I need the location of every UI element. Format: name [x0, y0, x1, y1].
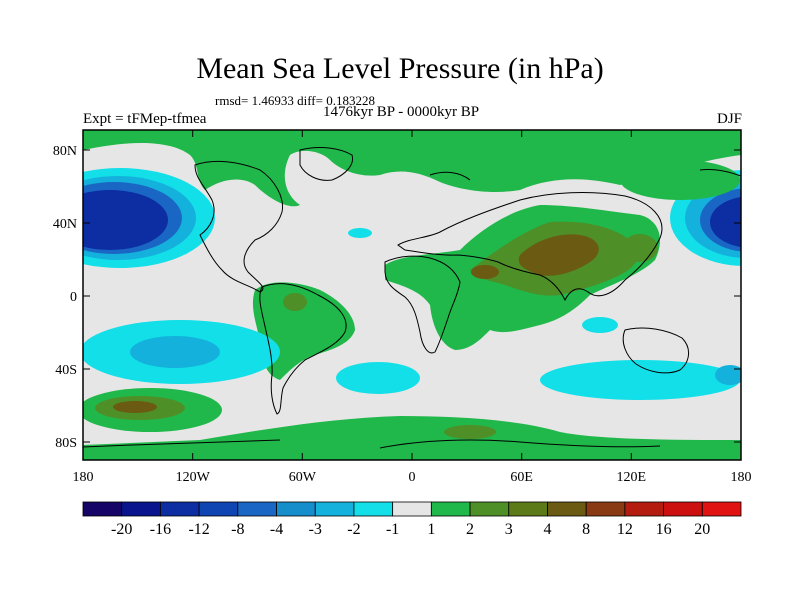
- lat-label: 0: [70, 290, 77, 305]
- colorbar-swatch: [624, 501, 664, 517]
- lon-label: 60E: [510, 470, 533, 485]
- colorbar-swatch: [82, 501, 123, 517]
- time-range-label: 1476kyr BP - 0000kyr BP: [323, 104, 480, 120]
- lon-label: 0: [409, 470, 416, 485]
- colorbar: -20 -16 -12 -8 -4 -3 -2 -1 1 2 3 4 8 12 16 20: [82, 501, 742, 538]
- colorbar-label: 1: [427, 521, 435, 538]
- lon-label: 120W: [176, 470, 211, 485]
- colorbar-label: 4: [543, 521, 551, 538]
- lon-label: 60W: [289, 470, 317, 485]
- colorbar-label: -20: [111, 521, 132, 538]
- asia-brown: [470, 221, 658, 296]
- colorbar-swatch: [701, 501, 742, 517]
- colorbar-swatch: [314, 501, 355, 517]
- colorbar-label: 12: [617, 521, 633, 538]
- colorbar-swatch: [353, 501, 394, 517]
- lon-label: 180: [73, 470, 94, 485]
- colorbar-label: 16: [656, 521, 672, 538]
- colorbar-swatch: [160, 501, 200, 517]
- experiment-label: Expt = tFMep-tfmea: [83, 111, 207, 127]
- colorbar-swatch: [237, 501, 277, 517]
- colorbar-label: -12: [188, 521, 209, 538]
- colorbar-label: -4: [270, 521, 283, 538]
- colorbar-swatch: [121, 501, 161, 517]
- lon-label: 120E: [617, 470, 647, 485]
- colorbar-label: -3: [309, 521, 322, 538]
- coastlines: [83, 147, 741, 449]
- colorbar-label: 20: [694, 521, 710, 538]
- lat-label: 40N: [53, 217, 77, 232]
- colorbar-label: -1: [386, 521, 399, 538]
- chart-title: Mean Sea Level Pressure (in hPa): [196, 52, 604, 85]
- antarctic-green: [83, 388, 741, 460]
- colorbar-label: 2: [466, 521, 474, 538]
- lon-label: 180: [731, 470, 752, 485]
- colorbar-swatch: [276, 501, 316, 517]
- colorbar-label: -8: [231, 521, 244, 538]
- southern-cyan: [83, 320, 741, 400]
- contour-field: [83, 130, 741, 460]
- axis-ticks: 80N 40N 0 40S 80S 180 120W 60W 0 60E 120E 180: [53, 130, 752, 485]
- colorbar-swatch: [430, 501, 471, 517]
- season-label: DJF: [716, 111, 742, 127]
- pacific-low-left: [83, 168, 215, 268]
- colorbar-label: -2: [347, 521, 360, 538]
- lat-label: 80S: [55, 436, 77, 451]
- arctic-green: [83, 130, 741, 207]
- lat-label: 80N: [53, 144, 77, 159]
- colorbar-swatch: [547, 501, 587, 517]
- colorbar-label: -16: [150, 521, 171, 538]
- colorbar-swatch: [469, 501, 510, 517]
- colorbar-swatch: [663, 501, 703, 517]
- colorbar-swatch: [198, 501, 239, 517]
- colorbar-label: 8: [582, 521, 590, 538]
- colorbar-swatch: [508, 501, 548, 517]
- colorbar-swatch: [585, 501, 626, 517]
- lat-label: 40S: [55, 363, 77, 378]
- chart-subtitle: rmsd= 1.46933 diff= 0.183228: [215, 93, 375, 108]
- colorbar-swatch: [392, 501, 432, 517]
- colorbar-label: 3: [505, 521, 513, 538]
